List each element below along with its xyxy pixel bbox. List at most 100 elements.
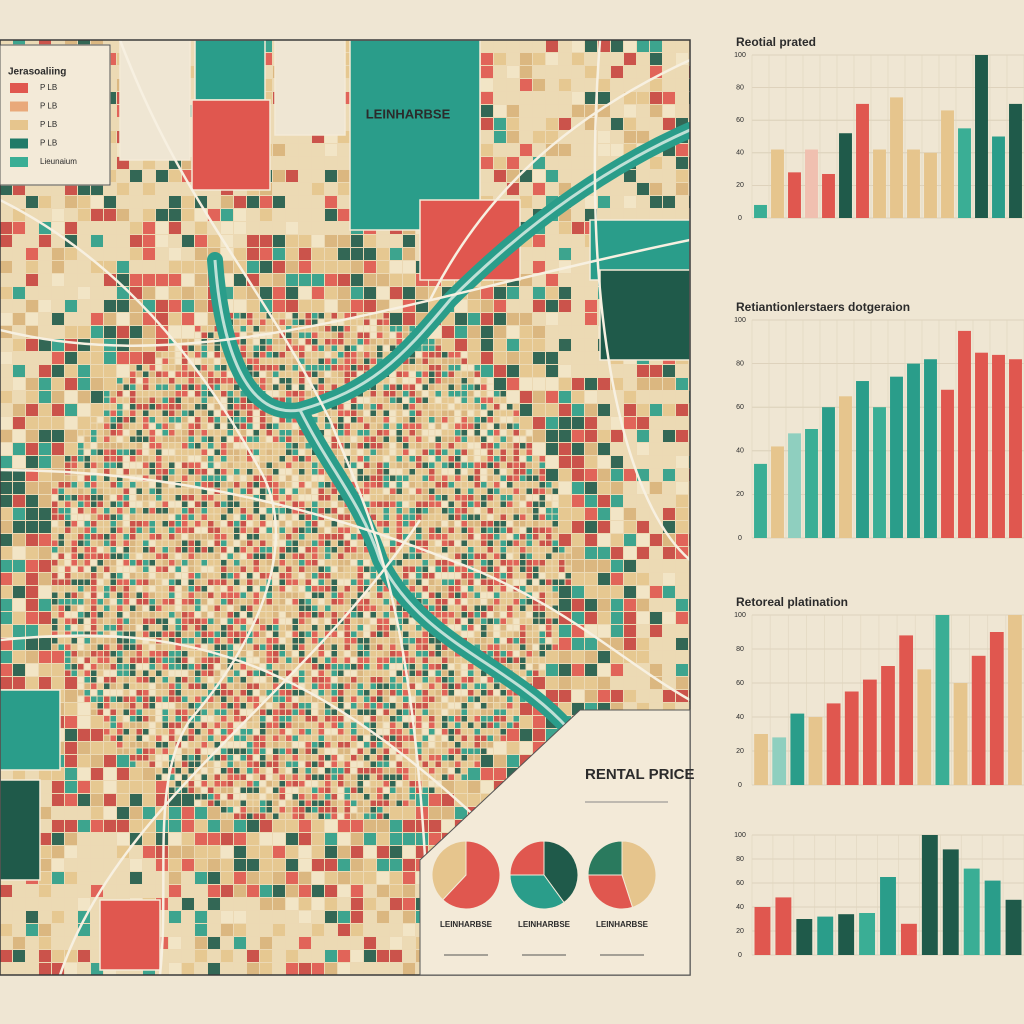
- city-block: [201, 566, 207, 572]
- city-block: [26, 261, 38, 273]
- city-block: [273, 605, 279, 611]
- city-block: [0, 469, 12, 481]
- city-block: [136, 482, 142, 488]
- city-block: [500, 423, 506, 429]
- city-block: [396, 618, 402, 624]
- city-block: [214, 534, 220, 540]
- city-block: [448, 475, 454, 481]
- city-block: [338, 449, 344, 455]
- city-block: [279, 358, 285, 364]
- city-block: [435, 352, 441, 358]
- city-block: [123, 631, 129, 637]
- city-block: [247, 508, 253, 514]
- city-block: [474, 573, 480, 579]
- city-block: [104, 495, 110, 501]
- city-block: [338, 378, 344, 384]
- city-block: [507, 365, 519, 377]
- city-block: [429, 358, 435, 364]
- city-block: [299, 235, 311, 247]
- city-block: [260, 222, 272, 234]
- city-block: [260, 456, 266, 462]
- city-block: [513, 469, 519, 475]
- city-block: [253, 625, 259, 631]
- city-block: [494, 436, 500, 442]
- city-block: [422, 358, 428, 364]
- city-block: [299, 579, 305, 585]
- city-block: [273, 209, 285, 221]
- city-block: [39, 235, 51, 247]
- city-block: [188, 469, 194, 475]
- city-block: [520, 579, 526, 585]
- city-block: [52, 573, 58, 579]
- city-block: [136, 423, 142, 429]
- city-block: [396, 423, 402, 429]
- city-block: [266, 560, 272, 566]
- city-block: [240, 462, 246, 468]
- city-block: [370, 358, 376, 364]
- city-block: [71, 527, 77, 533]
- city-block: [663, 599, 675, 611]
- city-block: [299, 300, 311, 312]
- city-block: [325, 287, 337, 299]
- city-block: [494, 339, 506, 351]
- city-block: [136, 404, 142, 410]
- city-block: [169, 618, 175, 624]
- city-block: [474, 612, 480, 618]
- city-block: [0, 560, 12, 572]
- city-block: [91, 183, 103, 195]
- city-block: [52, 235, 64, 247]
- city-block: [39, 586, 51, 598]
- city-block: [130, 209, 142, 221]
- city-block: [507, 566, 513, 572]
- city-block: [156, 612, 162, 618]
- city-block: [429, 371, 435, 377]
- city-block: [188, 404, 194, 410]
- city-block: [429, 417, 435, 423]
- city-block: [344, 404, 350, 410]
- city-block: [52, 618, 58, 624]
- city-block: [383, 501, 389, 507]
- city-block: [143, 501, 149, 507]
- city-block: [585, 599, 597, 611]
- city-block: [156, 183, 168, 195]
- city-block: [344, 352, 350, 358]
- city-block: [156, 534, 162, 540]
- city-block: [149, 579, 155, 585]
- city-block: [546, 118, 558, 130]
- city-block: [149, 553, 155, 559]
- city-block: [292, 358, 298, 364]
- city-block: [65, 365, 77, 377]
- city-block: [97, 521, 103, 527]
- city-block: [598, 92, 610, 104]
- city-block: [299, 475, 305, 481]
- city-block: [149, 631, 155, 637]
- city-block: [292, 378, 298, 384]
- city-block: [598, 534, 610, 546]
- city-block: [201, 469, 207, 475]
- city-block: [104, 417, 110, 423]
- city-block: [227, 462, 233, 468]
- city-block: [533, 53, 545, 65]
- city-block: [169, 423, 175, 429]
- city-block: [39, 352, 51, 364]
- city-block: [481, 488, 487, 494]
- city-block: [117, 196, 129, 208]
- city-block: [286, 261, 298, 273]
- city-block: [565, 566, 571, 572]
- city-block: [97, 599, 103, 605]
- city-block: [162, 417, 168, 423]
- city-block: [312, 527, 318, 533]
- city-block: [305, 358, 311, 364]
- city-block: [351, 547, 357, 553]
- city-block: [266, 456, 272, 462]
- city-block: [494, 397, 500, 403]
- city-block: [455, 495, 461, 501]
- city-block: [351, 358, 357, 364]
- city-block: [442, 475, 448, 481]
- city-block: [273, 482, 279, 488]
- city-block: [97, 449, 103, 455]
- city-block: [182, 248, 194, 260]
- city-block: [474, 417, 480, 423]
- city-block: [331, 449, 337, 455]
- city-block: [305, 332, 311, 338]
